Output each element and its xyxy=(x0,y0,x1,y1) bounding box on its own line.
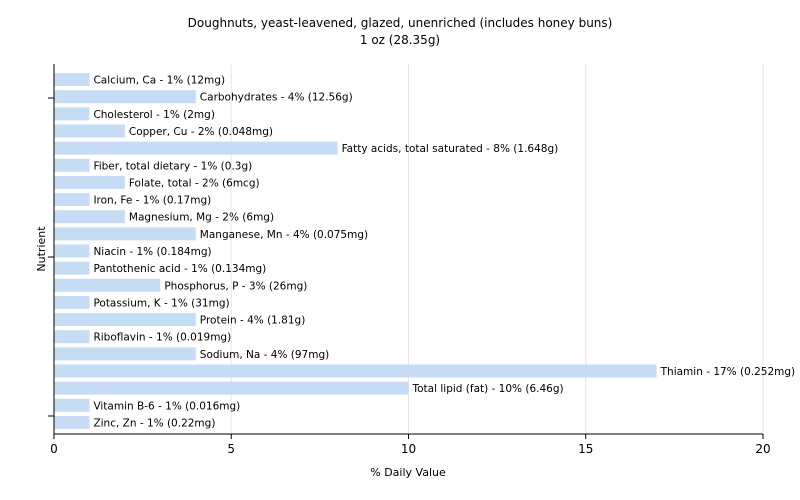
bar-label: Magnesium, Mg - 2% (6mg) xyxy=(129,212,274,224)
bar-label: Total lipid (fat) - 10% (6.46g) xyxy=(412,383,564,395)
bar xyxy=(54,193,90,207)
x-tick-label: 0 xyxy=(50,442,58,456)
bar-label: Manganese, Mn - 4% (0.075mg) xyxy=(200,229,368,241)
bar xyxy=(54,295,90,309)
bar xyxy=(54,415,90,429)
bar-label: Riboflavin - 1% (0.019mg) xyxy=(93,332,231,344)
gridlines xyxy=(230,64,764,434)
x-tick-label: 15 xyxy=(578,442,593,456)
x-axis-title: % Daily Value xyxy=(370,466,446,479)
bar xyxy=(54,124,125,138)
bar xyxy=(54,210,125,224)
bar-label: Copper, Cu - 2% (0.048mg) xyxy=(129,126,273,138)
bar xyxy=(54,330,90,344)
bar-label: Folate, total - 2% (6mcg) xyxy=(129,177,260,189)
bar xyxy=(54,244,90,258)
bar-label: Zinc, Zn - 1% (0.22mg) xyxy=(93,417,215,429)
bar-label: Cholesterol - 1% (2mg) xyxy=(93,109,215,121)
bar-label: Fatty acids, total saturated - 8% (1.648… xyxy=(342,143,559,155)
bar-label: Iron, Fe - 1% (0.17mg) xyxy=(93,195,211,207)
bar-label: Sodium, Na - 4% (97mg) xyxy=(200,349,329,361)
bar xyxy=(54,364,657,378)
chart-subtitle: 1 oz (28.35g) xyxy=(360,33,440,47)
bar-label: Niacin - 1% (0.184mg) xyxy=(93,246,211,258)
bar xyxy=(54,381,409,395)
bar xyxy=(54,107,90,121)
bar xyxy=(54,398,90,412)
x-tick-label: 5 xyxy=(227,442,235,456)
bar-label: Calcium, Ca - 1% (12mg) xyxy=(93,75,225,87)
bar-label: Protein - 4% (1.81g) xyxy=(200,315,306,327)
y-axis-title: Nutrient xyxy=(35,226,48,272)
bars: Calcium, Ca - 1% (12mg) Carbohydrates - 4… xyxy=(54,73,795,429)
bar xyxy=(54,278,161,292)
bar xyxy=(54,73,90,87)
bar xyxy=(54,347,196,361)
chart-title: Doughnuts, yeast-leavened, glazed, unenr… xyxy=(188,16,613,30)
x-tick-label: 20 xyxy=(755,442,770,456)
bar xyxy=(54,175,125,189)
bar xyxy=(54,261,90,275)
axes: 0 5 10 15 20 xyxy=(48,64,771,456)
bar-label: Pantothenic acid - 1% (0.134mg) xyxy=(93,263,266,275)
bar-label: Phosphorus, P - 3% (26mg) xyxy=(164,280,307,292)
bar-label: Fiber, total dietary - 1% (0.3g) xyxy=(93,160,252,172)
bar-label: Vitamin B-6 - 1% (0.016mg) xyxy=(93,400,240,412)
x-tick-label: 10 xyxy=(401,442,416,456)
bar xyxy=(54,158,90,172)
bar-label: Potassium, K - 1% (31mg) xyxy=(93,297,229,309)
bar-label: Carbohydrates - 4% (12.56g) xyxy=(200,92,353,104)
bar xyxy=(54,90,196,104)
bar-label: Thiamin - 17% (0.252mg) xyxy=(660,366,796,378)
bar xyxy=(54,227,196,241)
bar xyxy=(54,313,196,327)
bar xyxy=(54,141,338,155)
